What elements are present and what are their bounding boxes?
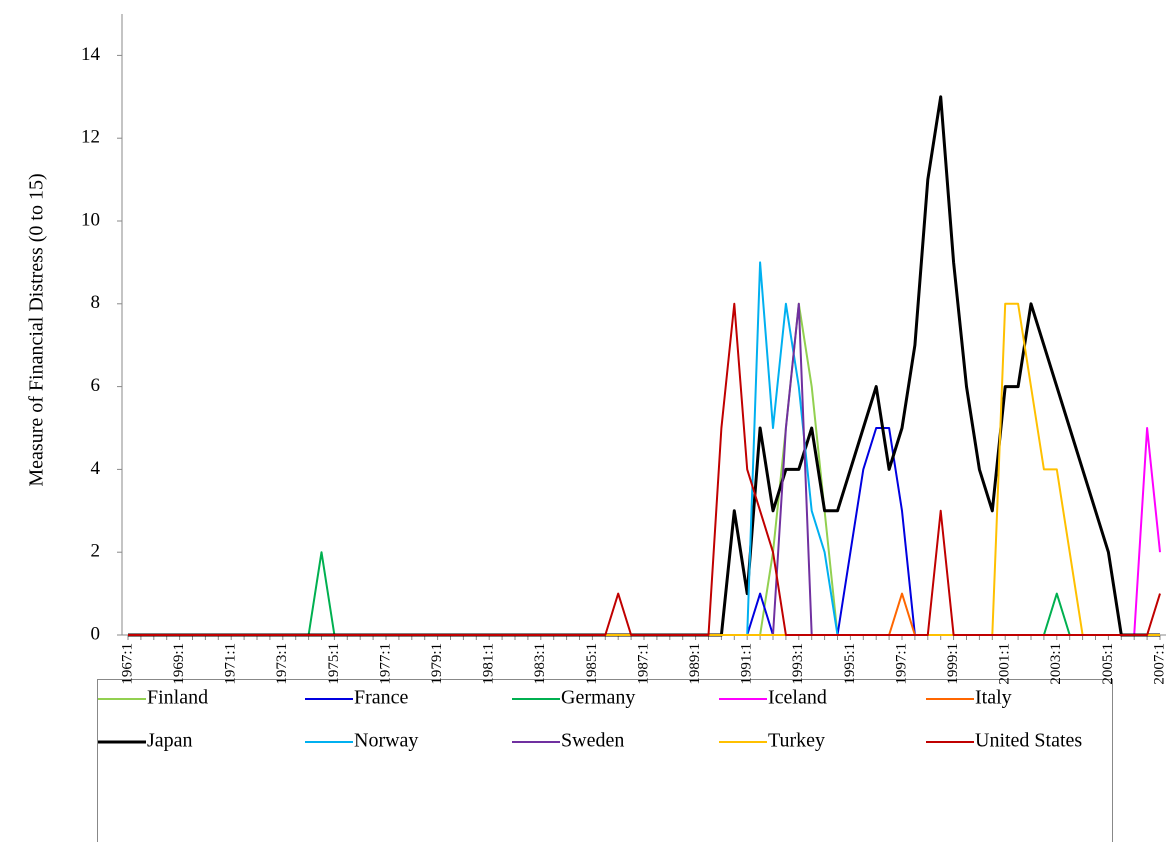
x-tick-label: 1991:1 xyxy=(739,643,755,685)
x-tick-label: 2007:1 xyxy=(1151,643,1167,685)
x-tick-label: 1997:1 xyxy=(893,643,909,685)
x-tick-label: 1987:1 xyxy=(635,643,651,685)
y-tick-label: 6 xyxy=(91,375,101,396)
series-line xyxy=(128,302,1161,636)
x-tick-label: 1977:1 xyxy=(377,643,393,685)
y-tick-label: 0 xyxy=(91,623,101,644)
y-tick-label: 12 xyxy=(81,127,100,148)
x-tick-label: 1975:1 xyxy=(326,643,342,685)
legend-label: Germany xyxy=(561,687,635,709)
x-tick-label: 1993:1 xyxy=(790,643,806,685)
legend-label: Japan xyxy=(147,730,193,752)
x-tick-label: 1989:1 xyxy=(687,643,703,685)
legend-label: Turkey xyxy=(768,730,825,752)
y-axis-title: Measure of Financial Distress (0 to 15) xyxy=(26,173,48,486)
legend-label: United States xyxy=(975,730,1082,752)
legend-label: Norway xyxy=(354,730,418,752)
x-tick-label: 2001:1 xyxy=(997,643,1013,685)
x-tick-label: 1985:1 xyxy=(584,643,600,685)
legend-label: Iceland xyxy=(768,687,827,709)
x-tick-label: 1979:1 xyxy=(429,643,445,685)
x-tick-label: 2005:1 xyxy=(1100,643,1116,685)
x-tick-label: 2003:1 xyxy=(1048,643,1064,685)
x-tick-label: 1995:1 xyxy=(842,643,858,685)
x-tick-label: 1983:1 xyxy=(532,643,548,685)
x-tick-label: 1999:1 xyxy=(945,643,961,685)
legend-box xyxy=(97,679,1113,847)
legend-label: Italy xyxy=(975,687,1012,709)
x-tick-label: 1967:1 xyxy=(119,643,135,685)
x-tick-label: 1971:1 xyxy=(223,643,239,685)
x-tick-label: 1969:1 xyxy=(171,643,187,685)
x-tick-label: 1973:1 xyxy=(274,643,290,685)
legend-label: Sweden xyxy=(561,730,624,752)
y-tick-label: 14 xyxy=(81,44,101,65)
y-tick-label: 8 xyxy=(91,292,101,313)
x-tick-label: 1981:1 xyxy=(481,643,497,685)
y-tick-label: 10 xyxy=(81,209,100,230)
legend-label: France xyxy=(354,687,409,709)
y-tick-label: 2 xyxy=(91,541,101,562)
legend-label: Finland xyxy=(147,687,208,709)
y-tick-label: 4 xyxy=(91,458,101,479)
